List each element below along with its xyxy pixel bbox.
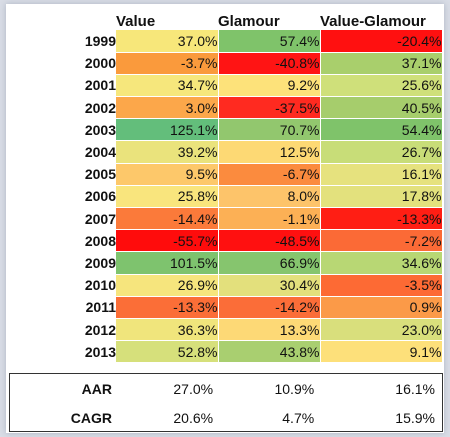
value-cell: -14.2% <box>218 296 321 319</box>
table-row: 2003 125.1% 70.7% 54.4% <box>6 118 443 142</box>
value-cell: -20.4% <box>320 30 443 53</box>
value-cell: 125.1% <box>116 118 219 142</box>
table-row: 2006 25.8% 8.0% 17.8% <box>6 185 443 209</box>
header-year-blank <box>6 4 116 30</box>
value-cell: 9.5% <box>116 163 219 186</box>
year-label: 2005 <box>84 166 116 183</box>
value-cell: 36.3% <box>116 318 219 342</box>
value-cell: 9.2% <box>218 74 321 98</box>
table-row: 2000 -3.7% -40.8% 37.1% <box>6 52 443 75</box>
value-cell: 25.6% <box>320 74 443 98</box>
value-cell: 70.7% <box>218 118 321 142</box>
table-row: 2004 39.2% 12.5% 26.7% <box>6 140 443 164</box>
value-cell: -48.5% <box>218 229 321 253</box>
value-cell: 101.5% <box>116 251 219 275</box>
year-label: 2007 <box>84 210 116 227</box>
value-cell: 13.3% <box>218 318 321 342</box>
table-row: 2012 36.3% 13.3% 23.0% <box>6 318 443 342</box>
header-value: Value <box>116 13 156 30</box>
table-row: 2013 52.8% 43.8% 9.1% <box>6 340 443 364</box>
value-cell: 40.5% <box>320 96 443 120</box>
table-row: 2005 9.5% -6.7% 16.1% <box>6 163 443 186</box>
summary-value: 15.9% <box>395 409 435 426</box>
year-label: 2008 <box>84 232 116 249</box>
summary-table: AAR 27.0% 10.9% 16.1% CAGR 20.6% 4.7% 15.9% <box>9 374 441 432</box>
year-label: 2012 <box>84 321 116 338</box>
returns-table: Value Glamour Value-Glamour 1999 37.0% 57.… <box>6 4 443 364</box>
year-label: 2013 <box>84 343 116 360</box>
summary-row: AAR 27.0% 10.9% 16.1% <box>9 374 441 403</box>
value-cell: 3.0% <box>116 96 219 120</box>
value-cell: 39.2% <box>116 140 219 164</box>
value-cell: 54.4% <box>320 118 443 142</box>
year-label: 2010 <box>84 277 116 294</box>
value-cell: 34.7% <box>116 74 219 98</box>
value-cell: 43.8% <box>218 340 321 364</box>
value-cell: -13.3% <box>320 207 443 231</box>
year-label: 2011 <box>85 299 116 316</box>
value-cell: -7.2% <box>320 229 443 253</box>
year-label: 2002 <box>84 99 116 116</box>
year-label: 2004 <box>84 144 116 161</box>
value-cell: -40.8% <box>218 52 321 75</box>
value-cell: -3.5% <box>320 274 443 297</box>
value-cell: 37.0% <box>116 30 219 53</box>
year-label: 2006 <box>84 188 116 205</box>
summary-row: CAGR 20.6% 4.7% 15.9% <box>9 403 441 432</box>
value-cell: 8.0% <box>218 185 321 209</box>
value-cell: 12.5% <box>218 140 321 164</box>
value-cell: 34.6% <box>320 251 443 275</box>
table-row: 2001 34.7% 9.2% 25.6% <box>6 74 443 98</box>
value-cell: 66.9% <box>218 251 321 275</box>
summary-value: 20.6% <box>173 409 214 426</box>
table-row: 2007 -14.4% -1.1% -13.3% <box>6 207 443 231</box>
summary-value: 16.1% <box>395 380 435 397</box>
year-label: 1999 <box>84 33 116 50</box>
returns-table-card: Value Glamour Value-Glamour 1999 37.0% 57.… <box>6 4 444 433</box>
table-row: 2009 101.5% 66.9% 34.6% <box>6 251 443 275</box>
value-cell: -14.4% <box>116 207 219 231</box>
value-cell: 26.9% <box>116 274 219 297</box>
summary-label: CAGR <box>70 409 112 426</box>
summary-body: AAR 27.0% 10.9% 16.1% CAGR 20.6% 4.7% 15.9% <box>9 374 441 432</box>
summary-label: AAR <box>81 380 112 397</box>
header-glamour: Glamour <box>218 13 280 30</box>
value-cell: -6.7% <box>218 163 321 186</box>
summary-value: 10.9% <box>274 380 315 397</box>
value-cell: 9.1% <box>320 340 443 364</box>
value-cell: 23.0% <box>320 318 443 342</box>
header-row: Value Glamour Value-Glamour <box>6 4 442 30</box>
table-row: 1999 37.0% 57.4% -20.4% <box>6 30 443 53</box>
value-cell: -1.1% <box>218 207 321 231</box>
value-cell: -3.7% <box>116 52 219 75</box>
value-cell: 52.8% <box>116 340 219 364</box>
summary-value: 27.0% <box>173 380 214 397</box>
value-cell: -37.5% <box>218 96 321 120</box>
year-label: 2009 <box>84 254 116 271</box>
value-cell: 37.1% <box>320 52 443 75</box>
table-row: 2010 26.9% 30.4% -3.5% <box>6 274 443 297</box>
value-cell: -55.7% <box>116 229 219 253</box>
summary-box: AAR 27.0% 10.9% 16.1% CAGR 20.6% 4.7% 15.9% <box>9 373 443 432</box>
value-cell: 30.4% <box>218 274 321 297</box>
value-cell: 0.9% <box>320 296 443 319</box>
summary-value: 4.7% <box>282 409 315 426</box>
table-row: 2011 -13.3% -14.2% 0.9% <box>6 296 443 319</box>
header-value-glamour: Value-Glamour <box>320 13 426 30</box>
value-cell: 57.4% <box>218 30 321 53</box>
value-cell: -13.3% <box>116 296 219 319</box>
value-cell: 17.8% <box>320 185 443 209</box>
table-row: 2002 3.0% -37.5% 40.5% <box>6 96 443 120</box>
value-cell: 16.1% <box>320 163 443 186</box>
value-cell: 26.7% <box>320 140 443 164</box>
table-row: 2008 -55.7% -48.5% -7.2% <box>6 229 443 253</box>
year-label: 2000 <box>84 55 116 72</box>
table-body: 1999 37.0% 57.4% -20.4% 2000 -3.7% -40.8% 37.1%… <box>6 30 443 364</box>
year-label: 2001 <box>84 77 116 94</box>
value-cell: 25.8% <box>116 185 219 209</box>
year-label: 2003 <box>84 121 116 138</box>
